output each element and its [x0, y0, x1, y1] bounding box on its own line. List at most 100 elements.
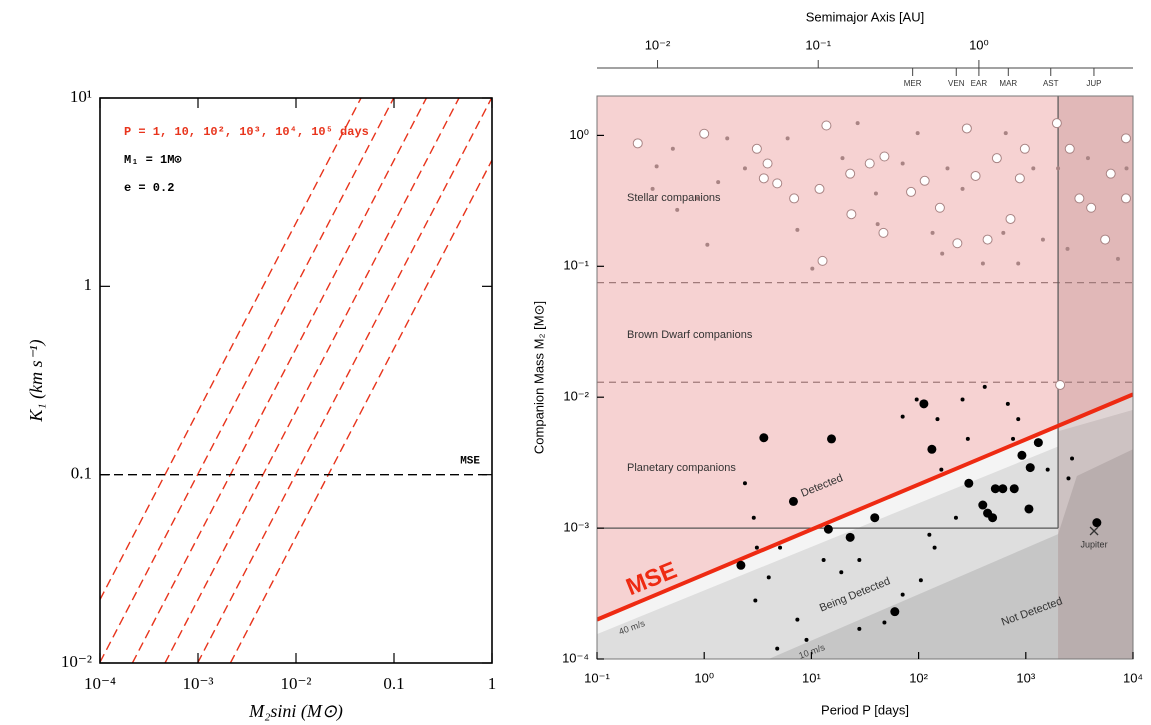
y-tick-label: 10⁻²: [563, 389, 589, 404]
x2-tick-label: 10⁻²: [645, 37, 671, 52]
companion-point: [927, 532, 932, 537]
x-tick-label: 10⁻⁴: [84, 674, 116, 693]
companion-point: [952, 238, 963, 249]
companion-point: [970, 170, 981, 181]
companion-point: [1092, 518, 1102, 528]
planet-label: MER: [904, 79, 922, 88]
companion-point: [1024, 504, 1034, 514]
companion-point: [1070, 456, 1075, 461]
companion-point: [1066, 476, 1071, 481]
companion-point: [846, 209, 857, 220]
companion-point: [960, 397, 965, 402]
companion-point: [1120, 133, 1131, 144]
companion-point: [778, 545, 783, 550]
companion-point: [754, 545, 759, 550]
x-axis-label: Period P [days]: [821, 702, 909, 717]
companion-point: [1003, 131, 1008, 136]
companion-point: [785, 136, 790, 141]
companion-point: [1045, 467, 1050, 472]
companion-point: [914, 397, 919, 402]
companion-point: [978, 500, 988, 510]
companion-point: [1014, 173, 1025, 184]
companion-point: [699, 128, 710, 139]
rv-line: [99, 97, 395, 663]
companion-point: [1115, 256, 1120, 261]
companion-point: [960, 186, 965, 191]
companion-point: [982, 384, 987, 389]
companion-point: [1086, 202, 1097, 213]
companion-point: [753, 598, 758, 603]
x-tick-label: 10¹: [802, 670, 821, 685]
x-tick-label: 0.1: [383, 674, 404, 693]
companion-point: [845, 168, 856, 179]
companion-point: [1009, 484, 1019, 494]
companion-point: [823, 524, 833, 534]
companion-point: [1055, 379, 1066, 390]
companion-point: [670, 146, 675, 151]
companion-point: [1074, 193, 1085, 204]
companion-point: [814, 183, 825, 194]
companion-point: [980, 261, 985, 266]
companion-point: [1005, 401, 1010, 406]
region-label: Stellar companions: [627, 192, 721, 204]
x2-tick-label: 10⁻¹: [805, 37, 831, 52]
companion-point: [1019, 143, 1030, 154]
annotation: e = 0.2: [124, 181, 174, 195]
companion-point: [725, 136, 730, 141]
companion-point: [934, 202, 945, 213]
companion-point: [845, 532, 855, 542]
threshold-label: MSE: [460, 456, 480, 468]
rv-line: [196, 97, 493, 664]
rv-line: [131, 97, 428, 664]
companion-point: [864, 158, 875, 169]
companion-point: [930, 230, 935, 235]
companion-point: [890, 607, 900, 617]
x-tick-label: 10⁰: [694, 670, 714, 685]
companion-point: [857, 626, 862, 631]
mse-line: [597, 392, 1133, 622]
x-tick-label: 10⁻³: [182, 674, 213, 693]
y-axis-label: K₁ (km s⁻¹): [26, 339, 47, 422]
companion-point: [1025, 463, 1035, 473]
plot-layer: Jupiter: [597, 96, 1133, 659]
companion-point: [870, 513, 880, 523]
companion-point: [964, 478, 974, 488]
companion-point: [1016, 261, 1021, 266]
companion-point: [988, 513, 998, 523]
companion-point: [695, 196, 700, 201]
annotation: M₁ = 1M⊙: [124, 153, 182, 167]
companion-point: [1017, 450, 1027, 460]
companion-point: [1031, 166, 1036, 171]
companion-point: [990, 484, 1000, 494]
companion-point: [927, 444, 937, 454]
companion-point: [775, 646, 780, 651]
companion-point: [961, 123, 972, 134]
companion-point: [945, 166, 950, 171]
x-tick-label: 10⁻²: [280, 674, 311, 693]
y-tick-label: 10⁰: [569, 127, 589, 142]
companion-point: [817, 255, 828, 266]
companion-point: [840, 156, 845, 161]
companion-point: [1064, 143, 1075, 154]
companion-point: [1085, 156, 1090, 161]
y-tick-label: 10⁻³: [563, 520, 589, 535]
companion-point: [1016, 417, 1021, 422]
companion-point: [751, 143, 762, 154]
companion-point: [1056, 166, 1061, 171]
companion-point: [827, 434, 837, 444]
annotation: P = 1, 10, 10², 10³, 10⁴, 10⁵ days: [124, 125, 369, 139]
companion-point: [795, 617, 800, 622]
x-tick-label: 10²: [909, 670, 928, 685]
companion-point: [795, 227, 800, 232]
companion-point: [1120, 193, 1131, 204]
companion-point: [1001, 230, 1006, 235]
y-tick-label: 1: [84, 275, 93, 294]
companion-point: [1105, 168, 1116, 179]
companion-point: [762, 158, 773, 169]
companion-point: [1033, 438, 1043, 448]
jupiter-marker: [1089, 526, 1099, 536]
companion-point: [772, 178, 783, 189]
plot-area: [100, 98, 492, 663]
planet-label: AST: [1043, 79, 1059, 88]
